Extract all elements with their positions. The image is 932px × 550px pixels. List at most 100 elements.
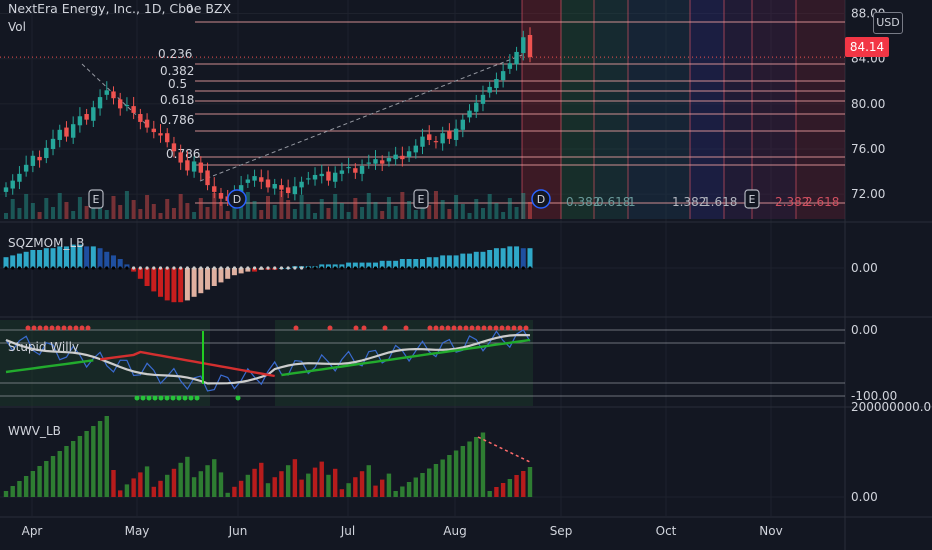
overbought-dot (327, 325, 333, 331)
momentum-bar (372, 262, 378, 268)
time-axis-label: Nov (759, 524, 782, 538)
currency-badge[interactable]: USD (873, 12, 903, 34)
candle-body (30, 155, 36, 166)
wwv-bar (37, 466, 42, 497)
overbought-dot (43, 325, 49, 331)
squeeze-dot (172, 266, 176, 270)
dividend-marker (227, 189, 247, 209)
wwv-bar (292, 459, 298, 497)
event-marker-letter: D (233, 193, 241, 206)
candle-body (238, 185, 244, 195)
candle-body (212, 186, 217, 192)
overbought-dot (25, 325, 31, 331)
momentum-bar (507, 246, 513, 268)
wwv-bar (413, 477, 418, 497)
candle-body (460, 119, 466, 130)
volume-bar (373, 202, 378, 219)
momentum-bar (379, 260, 385, 268)
squeeze-dot (273, 266, 277, 270)
candle-body (521, 37, 526, 54)
candle-body (447, 130, 452, 139)
willy-pane-label[interactable]: Stupid Willy (8, 340, 80, 354)
volume-bar (494, 203, 499, 219)
fib-time-zone (690, 0, 724, 219)
squeeze-dot (179, 266, 183, 270)
wwv-bar (165, 474, 170, 497)
candle-body (151, 128, 156, 133)
volume-bar (487, 194, 492, 219)
volume-label[interactable]: Vol (8, 20, 26, 34)
candle-body (77, 116, 83, 126)
momentum-bar (225, 268, 231, 279)
momentum-bar (252, 268, 258, 272)
overbought-dot (499, 325, 505, 331)
candle-body (191, 161, 197, 172)
squeeze-dot (266, 266, 270, 270)
volume-bar (433, 191, 438, 219)
willy-tick-label: -100.00 (851, 389, 897, 403)
overbought-dot (382, 325, 388, 331)
momentum-bar (473, 251, 479, 268)
candle-body (118, 99, 123, 109)
volume-bar (245, 192, 250, 219)
squeeze-dot (219, 266, 223, 270)
candle-body (111, 91, 116, 99)
wwv-tick-label: 0.00 (851, 490, 878, 504)
squeeze-dot (246, 266, 250, 270)
candle-body (480, 94, 486, 104)
overbought-dot (487, 325, 493, 331)
squeeze-dot (158, 266, 163, 270)
candle-body (467, 110, 472, 118)
candle-body (17, 173, 22, 182)
volume-bar (84, 206, 89, 219)
overbought-dot (67, 325, 73, 331)
wwv-bar (299, 479, 304, 497)
squeeze-dot (420, 266, 425, 270)
squeeze-dot (367, 266, 371, 270)
volume-bar (111, 196, 116, 219)
wwv-bar (373, 485, 378, 497)
volume-bar (239, 206, 244, 219)
overbought-dot (79, 325, 85, 331)
volume-bar (454, 195, 459, 219)
wwv-bar (400, 486, 405, 497)
momentum-pane-label[interactable]: SQZMOM_LB (8, 236, 85, 250)
wwv-bar (171, 468, 177, 497)
momentum-bar (514, 246, 520, 268)
candle-body (185, 160, 190, 171)
squeeze-dot (306, 266, 310, 270)
candle-body (84, 114, 89, 120)
momentum-bar (50, 248, 56, 268)
momentum-bar (339, 264, 345, 268)
candle-body (178, 152, 183, 163)
volume-bar (192, 212, 197, 219)
wwv-pane-label[interactable]: WWV_LB (8, 424, 61, 438)
overbought-dot (451, 325, 457, 331)
wwv-bar (104, 416, 109, 497)
momentum-bar (158, 268, 164, 297)
momentum-bar (211, 268, 217, 286)
oversold-dot (176, 395, 182, 401)
momentum-bar (131, 268, 137, 272)
candle-body (44, 147, 49, 159)
volume-bar (4, 213, 8, 219)
momentum-bar (359, 262, 365, 268)
volume-bar (198, 198, 203, 219)
wwv-bar (70, 441, 76, 497)
candle-body (353, 168, 358, 173)
candle-body (131, 106, 136, 113)
oversold-dot (140, 395, 146, 401)
wwv-bar (326, 474, 331, 497)
squeeze-dot (299, 266, 304, 270)
volume-bar (124, 191, 129, 219)
volume-bar (252, 201, 257, 219)
candle-body (104, 90, 109, 95)
momentum-bar (104, 251, 110, 268)
symbol-title[interactable]: NextEra Energy, Inc., 1D, Cboe BZX (8, 1, 232, 16)
momentum-bar (3, 257, 9, 268)
wwv-bar (453, 450, 459, 497)
wwv-bar (64, 446, 69, 497)
overbought-dot (469, 325, 475, 331)
oversold-dot (164, 395, 170, 401)
